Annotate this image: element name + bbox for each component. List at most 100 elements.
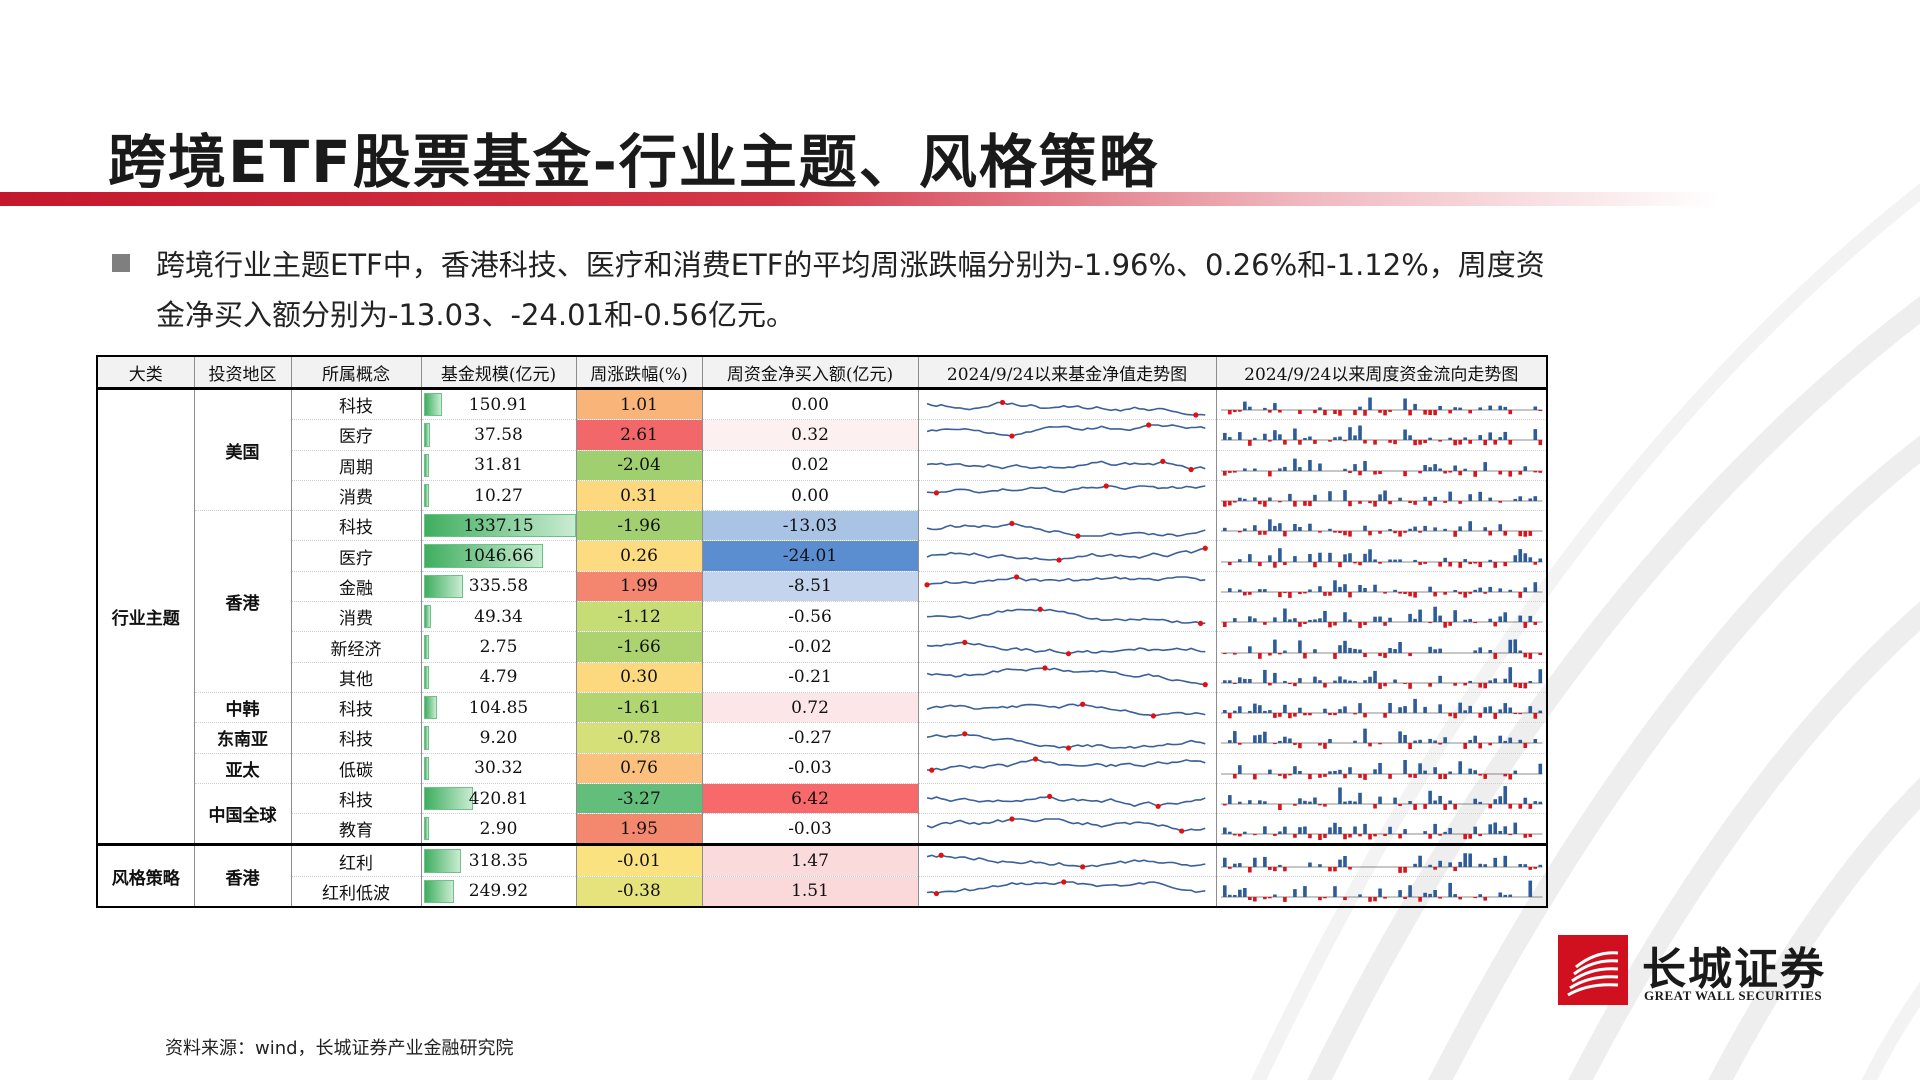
size-databar — [423, 514, 576, 538]
flow-inflow-bar — [1387, 559, 1392, 562]
size-cell: 49.34 — [420, 601, 576, 633]
flow-outflow-bar — [1442, 622, 1447, 628]
flow-inflow-bar — [1477, 435, 1482, 441]
flow-inflow-bar — [1477, 863, 1482, 867]
flow-inflow-bar — [1302, 885, 1307, 897]
nav-extreme-marker — [1150, 713, 1156, 719]
size-databar — [423, 665, 429, 689]
net-flow-cell: -0.03 — [701, 813, 918, 846]
concept-cell: 新经济 — [290, 631, 421, 663]
flow-inflow-bar — [1517, 615, 1522, 623]
flow-inflow-bar — [1372, 559, 1377, 562]
flow-inflow-bar — [1402, 429, 1407, 441]
flow-inflow-bar — [1402, 759, 1407, 774]
flow-outflow-bar — [1342, 896, 1347, 900]
flow-inflow-bar — [1502, 894, 1507, 897]
nav-extreme-marker — [1202, 681, 1208, 688]
great-wall-logo-icon — [1558, 935, 1628, 1005]
flow-outflow-bar — [1267, 410, 1272, 413]
flow-outflow-bar — [1447, 410, 1452, 414]
flow-outflow-bar — [1482, 440, 1487, 446]
flow-sparkline — [1220, 880, 1542, 902]
flow-outflow-bar — [1222, 501, 1227, 507]
flow-outflow-bar — [1222, 652, 1227, 654]
flow-inflow-bar — [1502, 432, 1507, 441]
flow-inflow-bar — [1332, 770, 1337, 774]
flow-inflow-bar — [1412, 526, 1417, 532]
flow-outflow-bar — [1347, 591, 1352, 598]
flow-inflow-bar — [1352, 648, 1357, 653]
flow-outflow-bar — [1327, 866, 1332, 871]
flow-outflow-bar — [1382, 713, 1387, 718]
flow-inflow-bar — [1312, 648, 1317, 653]
flow-inflow-bar — [1377, 888, 1382, 897]
nav-line — [926, 667, 1205, 686]
flow-inflow-bar — [1432, 648, 1437, 653]
flow-inflow-bar — [1302, 438, 1307, 441]
flow-outflow-bar — [1407, 410, 1412, 416]
flow-outflow-bar — [1482, 682, 1487, 689]
flow-outflow-bar — [1272, 834, 1277, 837]
flow-outflow-bar — [1517, 591, 1522, 598]
flow-outflow-bar — [1487, 804, 1492, 809]
flow-inflow-bar — [1227, 588, 1232, 592]
page-title: 跨境ETF股票基金-行业主题、风格策略 — [108, 128, 1159, 196]
flow-outflow-bar — [1347, 531, 1352, 537]
region-cell: 香港 — [193, 843, 291, 908]
size-value: 318.35 — [468, 851, 529, 872]
flow-inflow-bar — [1462, 437, 1467, 441]
nav-line — [926, 608, 1205, 625]
flow-inflow-bar — [1472, 826, 1477, 835]
flow-inflow-bar — [1447, 438, 1452, 441]
flow-inflow-bar — [1487, 497, 1492, 502]
weekly-change-cell: 2.61 — [575, 419, 702, 451]
region-cell: 亚太 — [193, 753, 291, 784]
flow-outflow-bar — [1307, 713, 1312, 716]
flow-outflow-bar — [1232, 652, 1237, 655]
flow-inflow-bar — [1347, 766, 1352, 774]
flow-sparkline — [1220, 580, 1542, 598]
flow-inflow-bar — [1352, 680, 1357, 683]
flow-outflow-bar — [1332, 652, 1337, 659]
flow-inflow-bar — [1512, 770, 1517, 774]
flow-outflow-bar — [1342, 440, 1347, 442]
flow-outflow-bar — [1462, 743, 1467, 750]
nav-line — [926, 733, 1205, 750]
size-cell: 150.91 — [420, 388, 576, 421]
flow-inflow-bar — [1287, 619, 1292, 623]
flow-inflow-bar — [1297, 639, 1302, 653]
nav-extreme-marker — [1079, 863, 1085, 870]
flow-outflow-bar — [1522, 652, 1527, 657]
size-cell: 1337.15 — [420, 510, 576, 542]
flow-inflow-bar — [1237, 558, 1242, 562]
flow-inflow-bar — [1362, 526, 1367, 532]
flow-outflow-bar — [1422, 561, 1427, 564]
flow-inflow-bar — [1437, 675, 1442, 683]
table-row: 消费 10.27 0.31 0.00 — [97, 480, 1547, 512]
size-cell: 37.58 — [420, 419, 576, 451]
flow-outflow-bar — [1277, 804, 1282, 810]
flow-inflow-bar — [1247, 616, 1252, 623]
flow-outflow-bar — [1227, 410, 1232, 415]
flow-outflow-bar — [1232, 410, 1237, 413]
flow-inflow-bar — [1427, 893, 1432, 897]
table-row: 亚太 低碳 30.32 0.76 -0.03 — [97, 753, 1547, 784]
size-value: 2.75 — [479, 637, 518, 658]
flow-inflow-bar — [1362, 824, 1367, 835]
size-databar — [423, 695, 438, 720]
flow-outflow-bar — [1372, 501, 1377, 507]
flow-inflow-bar — [1342, 679, 1347, 683]
flow-outflow-bar — [1527, 531, 1532, 537]
flow-outflow-bar — [1337, 531, 1342, 534]
concept-cell: 消费 — [290, 601, 421, 633]
flow-outflow-bar — [1372, 896, 1377, 902]
flow-inflow-bar — [1422, 892, 1427, 897]
flow-outflow-bar — [1282, 866, 1287, 871]
flow-inflow-bar — [1327, 739, 1332, 744]
flow-inflow-bar — [1277, 468, 1282, 471]
flow-outflow-bar — [1397, 834, 1402, 839]
flow-inflow-bar — [1522, 466, 1527, 471]
brand-logo: 长城证券 GREAT WALL SECURITIES — [1558, 935, 1838, 1005]
flow-outflow-bar — [1457, 896, 1462, 900]
flow-inflow-bar — [1292, 524, 1297, 532]
